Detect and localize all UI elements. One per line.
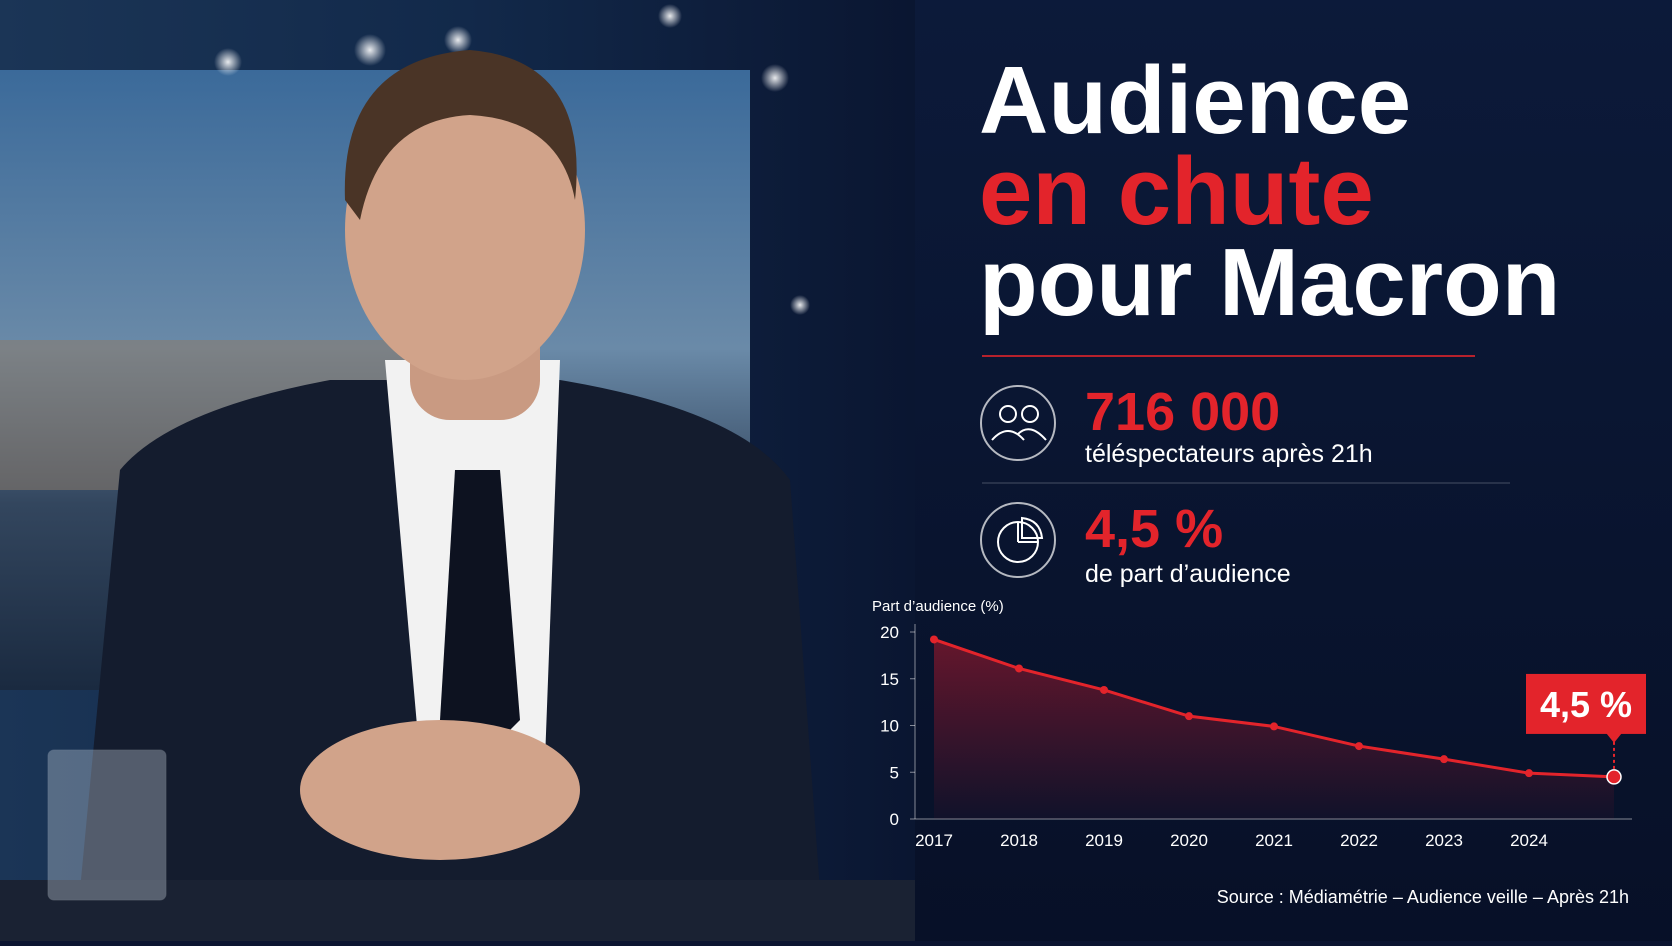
- y-tick-label: 0: [890, 810, 899, 829]
- point: [1606, 769, 1622, 785]
- source: Source : Médiamétrie – Audience veille –…: [1217, 887, 1629, 907]
- stat-label: de part d’audience: [1085, 560, 1291, 588]
- person: [80, 50, 820, 890]
- headline: en chute: [979, 138, 1374, 245]
- y-tick-label: 5: [890, 763, 899, 782]
- point: [1355, 742, 1363, 751]
- x-tick-label: 2017: [915, 831, 953, 850]
- stat-value: 4,5 %: [1085, 499, 1223, 559]
- share-icon: [980, 502, 1056, 578]
- x-tick-label: 2022: [1340, 831, 1378, 850]
- headline: pour Macron: [979, 229, 1560, 336]
- studio-lights: [214, 4, 810, 315]
- headline: Audience: [979, 47, 1411, 154]
- x-tick-label: 2019: [1085, 831, 1123, 850]
- y-tick-label: 15: [880, 670, 899, 689]
- value-label: 4,5 %: [1540, 684, 1632, 725]
- x-tick-label: 2018: [1000, 831, 1038, 850]
- stat-label: téléspectateurs après 21h: [1085, 440, 1373, 468]
- x-tick-label: 2020: [1170, 831, 1208, 850]
- point: [930, 635, 938, 644]
- y-axis-title: Part d’audience (%): [872, 598, 1004, 615]
- glass: [47, 749, 167, 901]
- desk: [0, 880, 930, 941]
- point: [1270, 722, 1278, 731]
- callout-arrow: [1606, 732, 1622, 743]
- viewers-icon: [980, 385, 1056, 461]
- x-tick-label: 2024: [1510, 831, 1548, 850]
- point: [1440, 755, 1448, 764]
- y-tick-label: 10: [880, 717, 899, 736]
- x-tick-label: 2021: [1255, 831, 1293, 850]
- y-tick-label: 20: [880, 623, 899, 642]
- point: [1185, 712, 1193, 721]
- point: [1100, 685, 1108, 694]
- stat-value: 716 000: [1085, 382, 1280, 442]
- callout-box: [1526, 673, 1646, 734]
- point: [1015, 664, 1023, 673]
- point: [1525, 769, 1533, 778]
- x-tick-label: 2023: [1425, 831, 1463, 850]
